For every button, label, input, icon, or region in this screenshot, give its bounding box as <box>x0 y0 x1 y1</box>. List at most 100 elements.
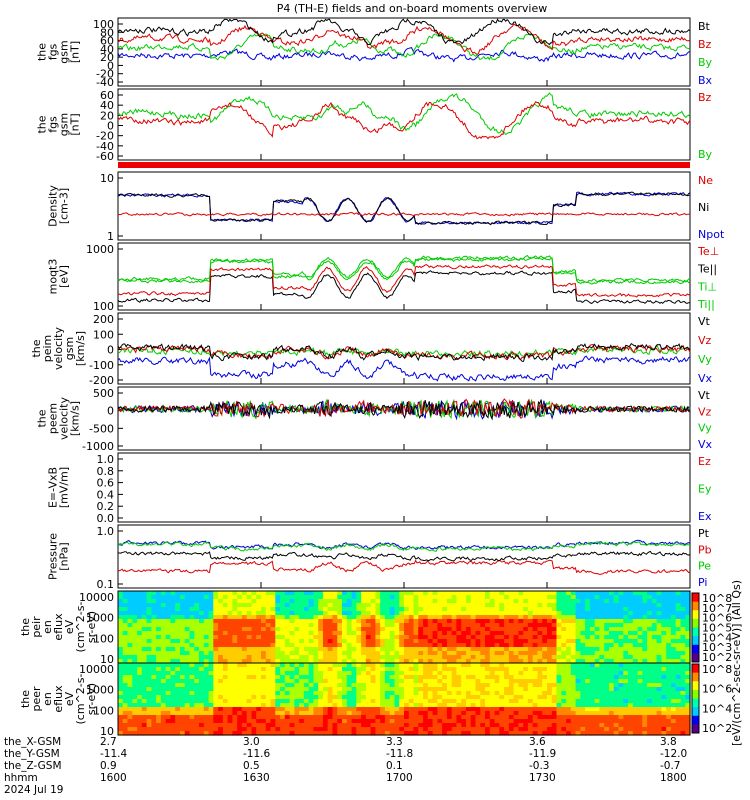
spectrogram-cell <box>589 719 596 724</box>
y-tick-label: 1.0 <box>97 525 115 538</box>
spectrogram-cell <box>184 647 191 652</box>
spectrogram-cell <box>508 647 515 652</box>
spectrogram-cell <box>442 663 448 668</box>
spectrogram-cell <box>632 599 639 604</box>
spectrogram-cell <box>342 671 348 676</box>
spectrogram-cell <box>275 699 281 704</box>
spectrogram-cell <box>213 611 219 616</box>
spectrogram-cell <box>394 615 400 620</box>
spectrogram-cell <box>651 723 658 728</box>
spectrogram-cell <box>284 675 291 680</box>
spectrogram-cell <box>418 707 424 712</box>
y-tick-label: 0.4 <box>97 488 115 501</box>
spectrogram-cell <box>203 699 210 704</box>
spectrogram-cell <box>585 639 591 644</box>
spectrogram-cell <box>427 707 434 712</box>
y-axis-label-line: eV <box>63 619 76 634</box>
spectrogram-cell <box>470 679 477 684</box>
spectrogram-cell <box>594 687 601 692</box>
spectrogram-cell <box>518 707 524 712</box>
spectrogram-cell <box>451 595 458 600</box>
spectrogram-cell <box>613 639 620 644</box>
spectrogram-cell <box>370 627 376 632</box>
spectrogram-cell <box>241 723 248 728</box>
spectrogram-cell <box>361 715 367 720</box>
spectrogram-cell <box>180 727 186 732</box>
spectrogram-cell <box>151 627 157 632</box>
spectrogram-cell <box>642 727 648 732</box>
spectrogram-cell <box>456 687 462 692</box>
spectrogram-cell <box>666 627 672 632</box>
spectrogram-cell <box>199 707 205 712</box>
spectrogram-cell <box>227 707 233 712</box>
spectrogram-cell <box>556 631 562 636</box>
spectrogram-cell <box>523 595 529 600</box>
spectrogram-cell <box>566 671 572 676</box>
spectrogram-cell <box>475 619 481 624</box>
spectrogram-cell <box>308 647 315 652</box>
spectrogram-cell <box>394 595 400 600</box>
spectrogram-cell <box>160 719 167 724</box>
spectrogram-cell <box>342 591 348 596</box>
spectrogram-cell <box>346 639 353 644</box>
spectrogram-cell <box>251 699 257 704</box>
x-axis-label-x-gsm: the_X-GSM <box>4 736 62 748</box>
spectrogram-cell <box>141 723 148 728</box>
spectrogram-cell <box>237 619 243 624</box>
spectrogram-cell <box>289 651 295 656</box>
spectrogram-cell <box>122 683 129 688</box>
spectrogram-cell <box>270 603 276 608</box>
spectrogram-cell <box>356 711 362 716</box>
spectrogram-cell <box>575 671 581 676</box>
spectrogram-cell <box>213 651 219 656</box>
spectrogram-cell <box>642 611 648 616</box>
spectrogram-cell <box>427 603 434 608</box>
spectrogram-cell <box>599 719 605 724</box>
spectrogram-cell <box>570 727 577 732</box>
spectrogram-cell <box>194 691 200 696</box>
spectrogram-cell <box>513 651 519 656</box>
spectrogram-cell <box>446 691 453 696</box>
spectrogram-cell <box>504 699 510 704</box>
spectrogram-cell <box>418 655 424 660</box>
spectrogram-cell <box>170 619 176 624</box>
spectrogram-cell <box>232 671 238 676</box>
spectrogram-cell <box>213 643 219 648</box>
spectrogram-cell <box>323 711 329 716</box>
spectrogram-cell <box>599 631 605 636</box>
spectrogram-cell <box>485 639 491 644</box>
spectrogram-cell <box>184 631 191 636</box>
spectrogram-cell <box>122 707 129 712</box>
spectrogram-cell <box>289 679 295 684</box>
spectrogram-cell <box>160 695 167 700</box>
spectrogram-cell <box>542 655 548 660</box>
spectrogram-cell <box>222 623 229 628</box>
spectrogram-cell <box>127 643 133 648</box>
spectrogram-cell <box>389 603 396 608</box>
spectrogram-cell <box>184 691 191 696</box>
spectrogram-cell <box>504 687 510 692</box>
spectrogram-cell <box>118 675 124 680</box>
spectrogram-cell <box>466 711 472 716</box>
spectrogram-cell <box>342 651 348 656</box>
spectrogram-cell <box>232 623 238 628</box>
spectrogram-cell <box>518 679 524 684</box>
spectrogram-cell <box>351 691 357 696</box>
spectrogram-cell <box>475 631 481 636</box>
spectrogram-cell <box>160 655 167 660</box>
spectrogram-cell <box>513 667 519 672</box>
spectrogram-cell <box>685 719 691 724</box>
spectrogram-cell <box>675 695 682 700</box>
spectrogram-cell <box>203 711 210 716</box>
spectrogram-cell <box>346 703 353 708</box>
spectrogram-cell <box>632 595 639 600</box>
spectrogram-cell <box>251 675 257 680</box>
spectrogram-cell <box>632 707 639 712</box>
spectrogram-cell <box>394 671 400 676</box>
spectrogram-cell <box>656 591 662 596</box>
spectrogram-cell <box>165 635 172 640</box>
spectrogram-cell <box>427 663 434 668</box>
spectrogram-cell <box>442 703 448 708</box>
spectrogram-cell <box>151 719 157 724</box>
spectrogram-cell <box>532 715 539 720</box>
